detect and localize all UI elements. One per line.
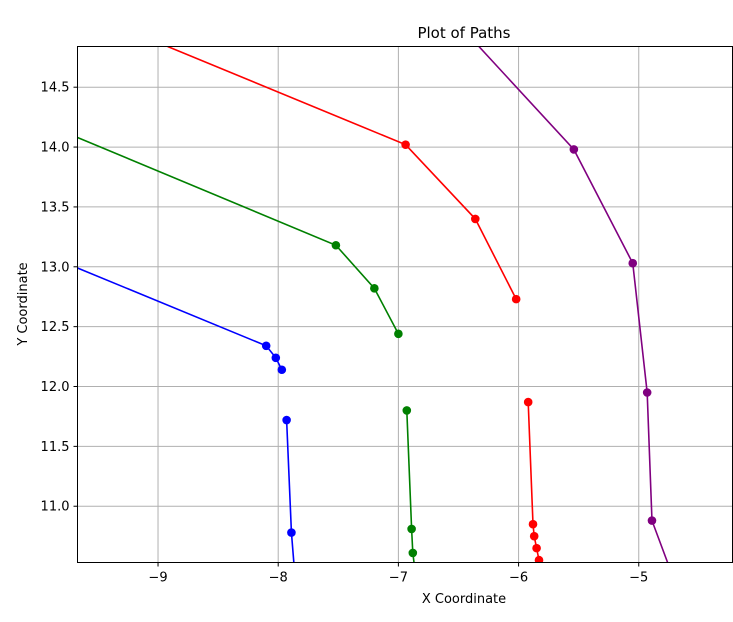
data-point	[569, 145, 579, 154]
data-point	[647, 516, 657, 525]
data-point	[271, 353, 281, 363]
x-axis-label: X Coordinate	[422, 592, 506, 607]
data-point	[408, 548, 418, 558]
x-tick-label: −7	[389, 571, 408, 586]
series-line	[167, 46, 517, 300]
y-tick-label: 11.0	[41, 500, 70, 515]
data-point	[532, 543, 541, 553]
y-tick-label: 14.0	[41, 141, 70, 156]
chart-title: Plot of Paths	[417, 24, 510, 42]
data-point	[528, 519, 538, 529]
data-point	[394, 329, 403, 339]
y-tick-label: 13.0	[41, 260, 70, 275]
data-point	[642, 388, 652, 397]
data-point	[401, 140, 410, 149]
data-point	[287, 528, 296, 537]
ticks: −9 −8 −7 −6 −5 11.0 11.5 12.0 12.5 13.0 13.5 14.0 14…	[41, 81, 649, 586]
x-tick-label: −6	[509, 571, 528, 586]
data-point	[534, 555, 544, 563]
data-point	[471, 214, 480, 224]
series-line	[478, 46, 669, 563]
y-tick-label: 14.5	[41, 81, 70, 96]
series-line	[77, 136, 400, 335]
y-tick-label: 12.0	[41, 380, 70, 395]
data-point	[511, 294, 521, 304]
plot-area	[77, 46, 733, 563]
data-point	[628, 258, 638, 268]
series-4	[478, 46, 669, 563]
data-point	[261, 341, 271, 351]
series-1	[77, 267, 296, 563]
data-point	[523, 397, 533, 407]
x-tick-label: −8	[269, 571, 288, 586]
y-axis-label: Y Coordinate	[16, 262, 31, 346]
data-point	[402, 406, 412, 415]
series-3	[167, 46, 544, 563]
series-2	[77, 136, 418, 563]
data-point	[407, 524, 416, 534]
series-layer	[77, 46, 669, 563]
data-point	[277, 365, 287, 375]
data-point	[331, 240, 341, 250]
y-tick-label: 13.5	[41, 200, 70, 215]
data-point	[370, 284, 379, 293]
grid	[77, 46, 733, 563]
x-tick-label: −5	[629, 571, 648, 586]
data-point	[529, 531, 539, 541]
y-tick-label: 11.5	[41, 440, 70, 455]
series-line	[406, 410, 415, 563]
y-tick-label: 12.5	[41, 320, 70, 335]
x-tick-label: −9	[148, 571, 167, 586]
data-point	[282, 415, 291, 425]
series-line	[77, 267, 283, 371]
